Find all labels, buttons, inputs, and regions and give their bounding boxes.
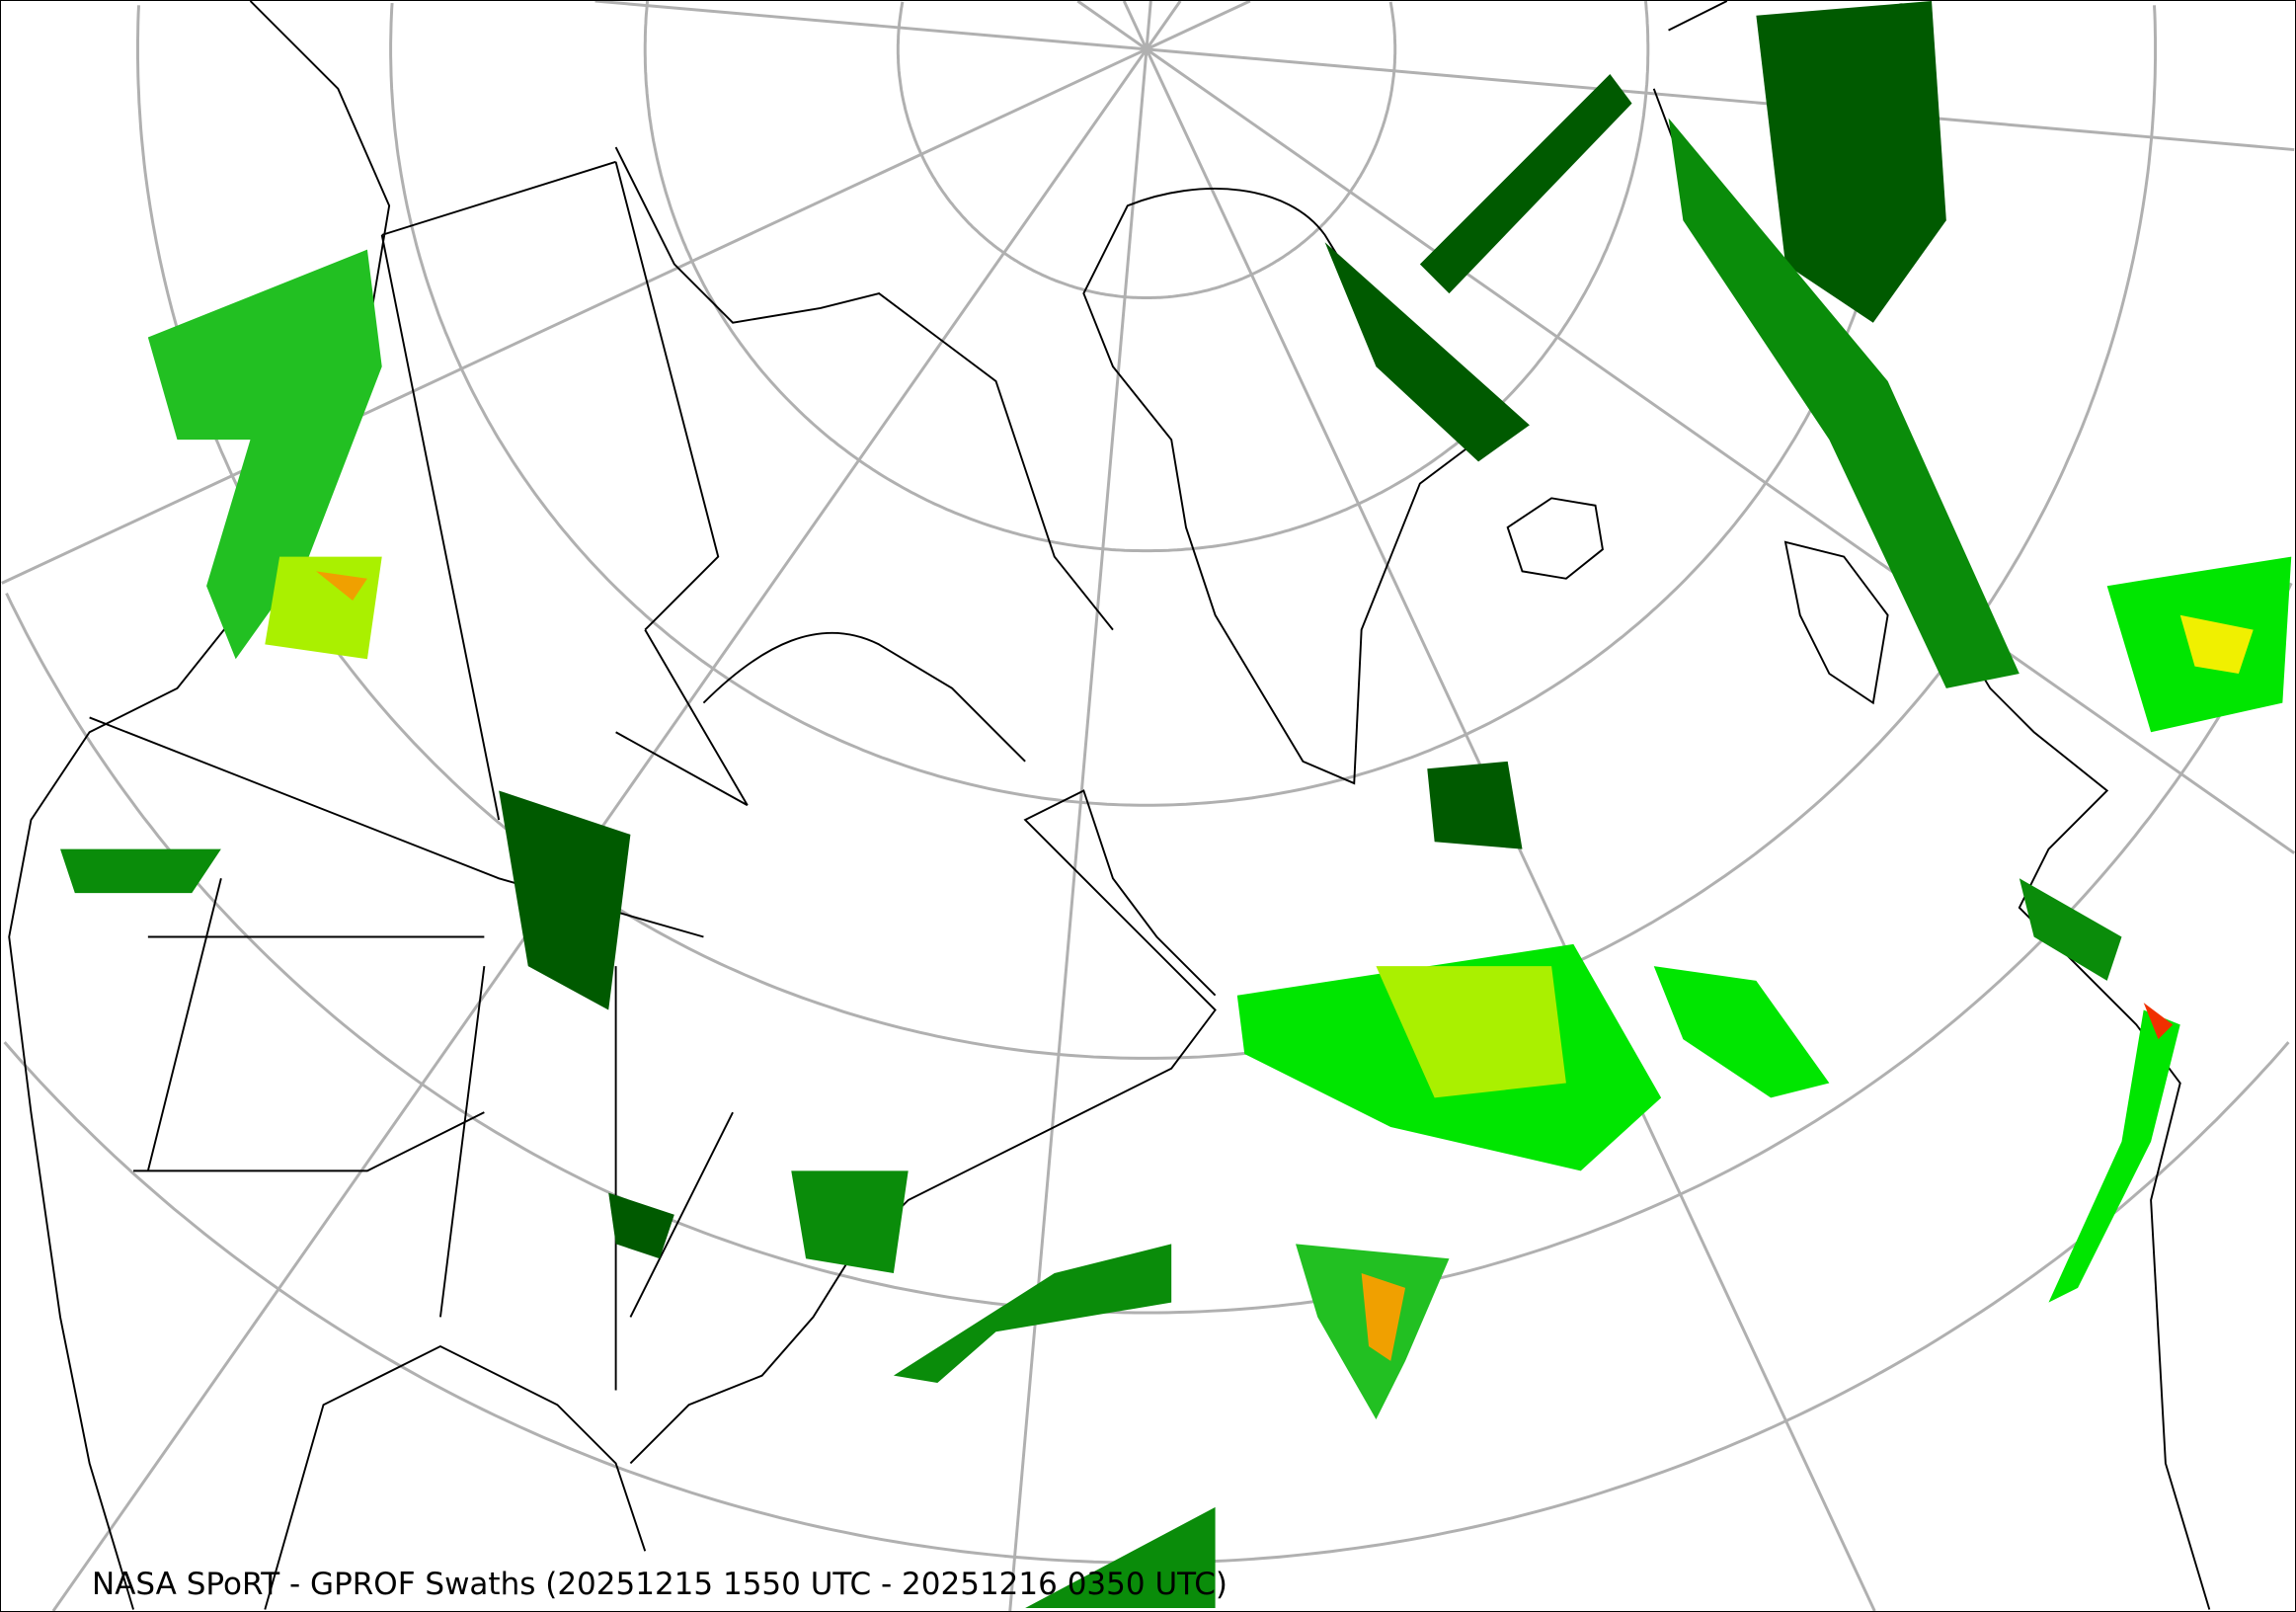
- latitude-circle: [5, 582, 2293, 1315]
- coastlines: [8, 1, 2211, 1610]
- precip-area: [2048, 1009, 2180, 1303]
- greenland-outline: [1082, 187, 1480, 785]
- precip-area: [1653, 966, 1830, 1098]
- precip-area: [1427, 761, 1523, 849]
- precip-area: [60, 848, 221, 894]
- precip-area: [265, 556, 382, 660]
- precip-area: [1361, 1273, 1406, 1361]
- precip-area: [1419, 74, 1632, 294]
- precipitation-swaths: [60, 1, 2292, 1609]
- meridian-line: [1, 47, 1148, 585]
- precip-area: [2019, 878, 2122, 981]
- north-america-coast: [8, 1, 1217, 1610]
- meridian-line: [594, 1, 1148, 51]
- state-borders: [89, 716, 734, 1391]
- precip-area: [1668, 118, 2019, 688]
- latitude-circle: [643, 1, 1650, 553]
- latitude-circle: [896, 1, 1397, 300]
- meridian-line: [1146, 47, 2295, 152]
- precip-area: [791, 1170, 909, 1274]
- iceland-outline: [1506, 497, 1604, 580]
- meridian-line: [1145, 1, 1182, 50]
- precip-area: [608, 1192, 674, 1259]
- precip-area: [1376, 966, 1566, 1098]
- meridian-line: [1146, 1, 1251, 51]
- meridian-line: [1008, 48, 1148, 1611]
- precip-area: [499, 790, 631, 1010]
- meridian-line: [1146, 47, 2295, 854]
- meridian-line: [1076, 1, 1148, 51]
- meridian-line: [1122, 1, 1148, 50]
- precip-area: [2143, 1003, 2174, 1040]
- precip-area: [147, 249, 382, 660]
- canada-borders: [380, 160, 749, 821]
- precip-area: [2179, 614, 2254, 675]
- map-caption: NASA SPoRT - GPROF Swaths (20251215 1550…: [92, 1567, 1227, 1602]
- meridian-line: [1145, 1, 1152, 49]
- latitude-circle: [389, 2, 1904, 807]
- precip-area: [893, 1244, 1172, 1384]
- precip-area: [1756, 1, 1946, 323]
- precip-area: [1324, 242, 1530, 462]
- precip-area: [316, 571, 367, 601]
